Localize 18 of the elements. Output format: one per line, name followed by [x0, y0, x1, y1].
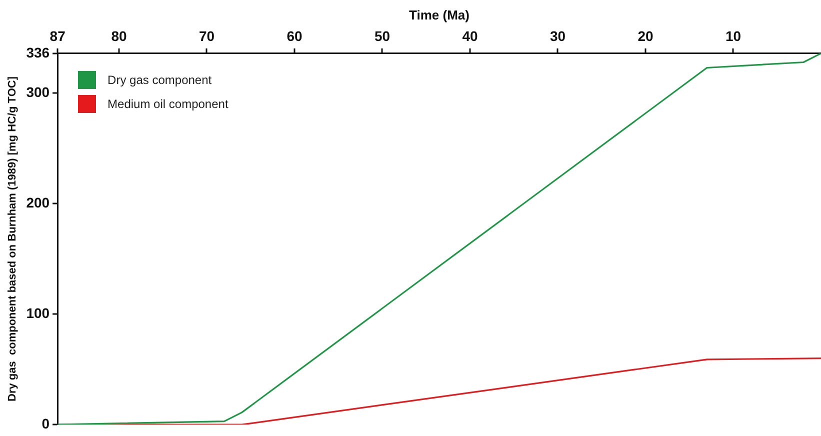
x-tick-label: 10	[725, 28, 742, 44]
x-tick-label: 20	[638, 28, 654, 44]
x-tick-label: 40	[462, 28, 478, 44]
x-axis-title: Time (Ma)	[409, 7, 470, 22]
legend-label: Medium oil component	[108, 97, 228, 112]
y-axis-title: Dry gas component based on Burnham (1989) [mg HC/g TOC]	[6, 76, 19, 402]
y-tick-label: 300	[26, 84, 50, 100]
y-tick-label: 0	[42, 415, 50, 432]
x-tick-label: 87	[50, 28, 66, 44]
x-tick-label: 30	[550, 28, 566, 44]
legend-label: Dry gas component	[108, 73, 212, 88]
x-tick-label: 80	[111, 28, 127, 44]
y-tick-label: 336	[26, 44, 50, 60]
x-tick-label: 60	[286, 28, 302, 44]
y-tick-label: 200	[26, 194, 50, 211]
x-tick-label: 70	[198, 28, 215, 44]
y-tick-label: 100	[26, 304, 50, 321]
x-tick-label: 50	[374, 28, 390, 44]
